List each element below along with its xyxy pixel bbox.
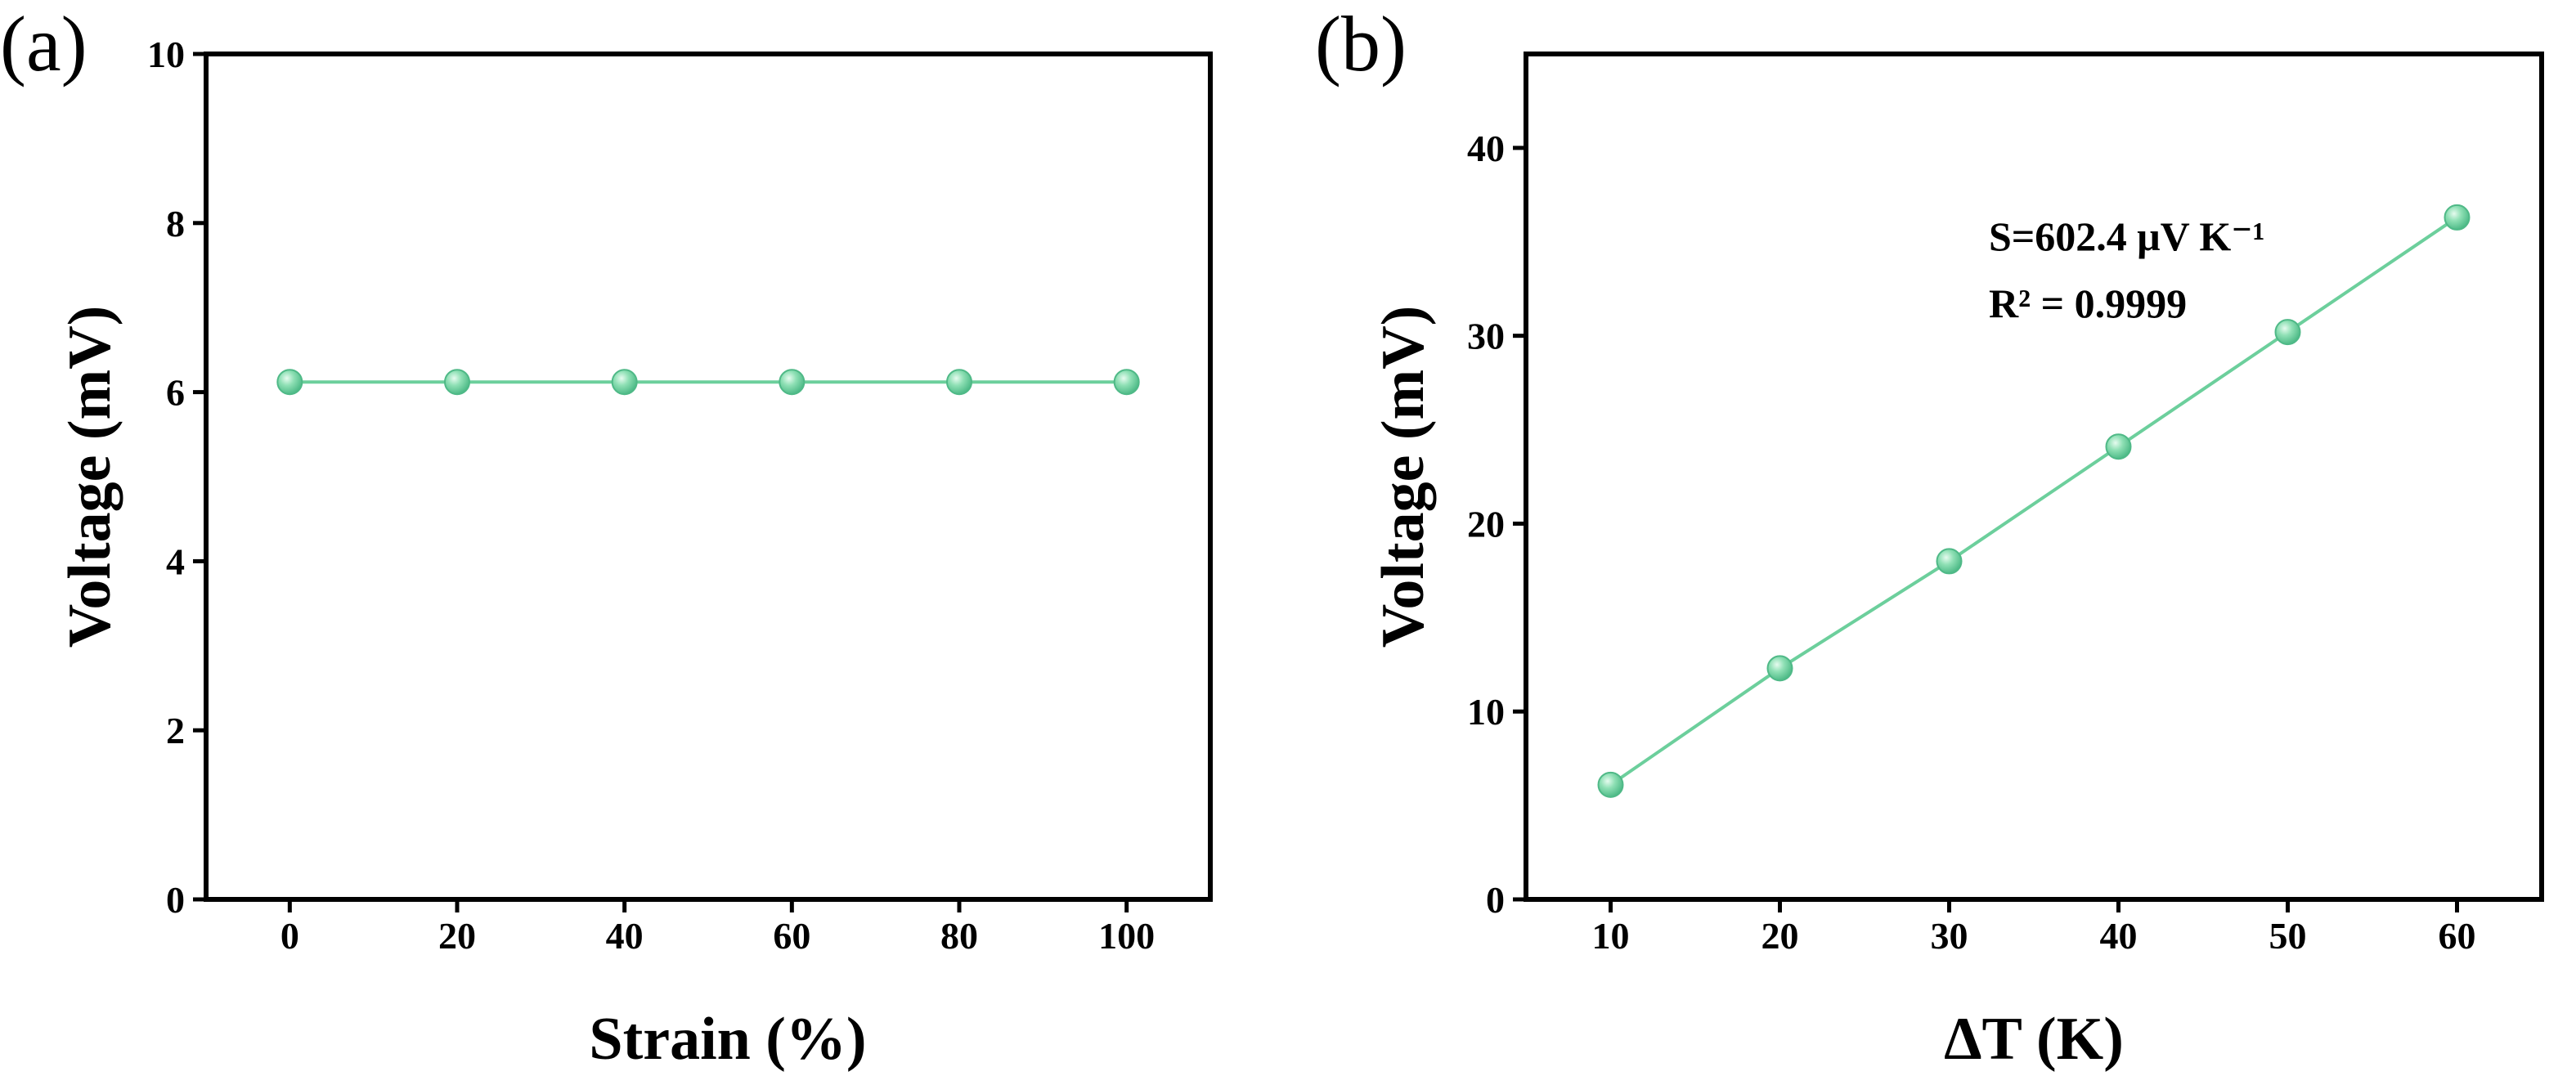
panel-a-y-tick-label: 8 xyxy=(166,203,185,244)
panel-a-plot-frame xyxy=(204,52,1213,902)
panel-a-data-point xyxy=(444,369,470,396)
panel-b-data-point xyxy=(1766,655,1793,682)
panel-b-data-point xyxy=(1597,771,1624,798)
panel-b-slope-annotation: S=602.4 μV K⁻¹ xyxy=(1989,213,2265,259)
panel-a-y-tick-label: 0 xyxy=(166,879,185,921)
panel-b-x-tick-label: 40 xyxy=(2100,915,2138,957)
panel-a-data-point xyxy=(276,369,303,396)
panel-a-y-axis-title: Voltage (mV) xyxy=(56,306,123,648)
panel-b-y-tick-label: 10 xyxy=(1467,691,1505,733)
panel-b-label: (b) xyxy=(1315,0,1407,87)
panel-a-x-tick-label: 80 xyxy=(940,915,978,957)
panel-b-data-point xyxy=(2444,204,2471,231)
panel-b-series-line xyxy=(1609,216,2458,787)
panel-b: (b) 10 20 30 40 50 60 0 10 20 30 40 S=602.4 μV K⁻¹… xyxy=(1315,0,2544,1073)
panel-a-y-tick-label: 2 xyxy=(166,710,185,751)
panel-a-x-tick-label: 20 xyxy=(438,915,476,957)
panel-b-y-axis-title: Voltage (mV) xyxy=(1370,306,1437,648)
panel-b-ticks xyxy=(1513,146,2459,912)
panel-b-x-axis-title: ΔT (K) xyxy=(1944,1006,2124,1073)
panel-b-y-tick-label: 20 xyxy=(1467,503,1505,545)
panel-b-plot-frame xyxy=(1524,52,2544,902)
panel-a-x-tick-label: 100 xyxy=(1098,915,1155,957)
panel-a-y-tick-label: 4 xyxy=(166,540,185,582)
panel-b-x-tick-label: 30 xyxy=(1931,915,1968,957)
panel-b-tick-labels: 10 20 30 40 50 60 0 10 20 30 40 xyxy=(1467,128,2476,957)
panel-b-y-tick-label: 0 xyxy=(1486,879,1505,921)
panel-a-ticks xyxy=(193,52,1129,912)
panel-a-y-tick-label: 10 xyxy=(147,34,185,75)
panel-a-x-axis-title: Strain (%) xyxy=(589,1006,866,1073)
panel-a-data-point xyxy=(611,369,638,396)
panel-b-data-point xyxy=(2274,319,2301,346)
panel-a-data-point xyxy=(946,369,972,396)
panel-b-y-tick-label: 30 xyxy=(1467,316,1505,357)
panel-b-x-tick-label: 20 xyxy=(1761,915,1799,957)
panel-a-data-point xyxy=(1113,369,1140,396)
panel-b-x-tick-label: 50 xyxy=(2269,915,2307,957)
panel-b-r-squared-annotation: R² = 0.9999 xyxy=(1989,280,2187,326)
panel-b-data-point xyxy=(1936,548,1963,575)
panel-b-x-tick-label: 60 xyxy=(2439,915,2476,957)
panel-b-markers xyxy=(1597,204,2471,798)
panel-b-y-tick-label: 40 xyxy=(1467,128,1505,169)
panel-a: (a) 0 20 40 60 80 100 0 2 4 6 8 10 Strain (%) Volta… xyxy=(0,0,1213,1073)
panel-a-label: (a) xyxy=(0,0,88,87)
panel-b-x-tick-label: 10 xyxy=(1592,915,1630,957)
panel-a-tick-labels: 0 20 40 60 80 100 0 2 4 6 8 10 xyxy=(147,34,1155,957)
panel-a-x-tick-label: 40 xyxy=(606,915,644,957)
panel-a-x-tick-label: 0 xyxy=(280,915,299,957)
panel-a-x-tick-label: 60 xyxy=(773,915,810,957)
panel-a-data-point xyxy=(779,369,806,396)
panel-b-data-point xyxy=(2105,433,2132,460)
panel-a-markers xyxy=(276,369,1140,396)
panel-a-y-tick-label: 6 xyxy=(166,372,185,414)
